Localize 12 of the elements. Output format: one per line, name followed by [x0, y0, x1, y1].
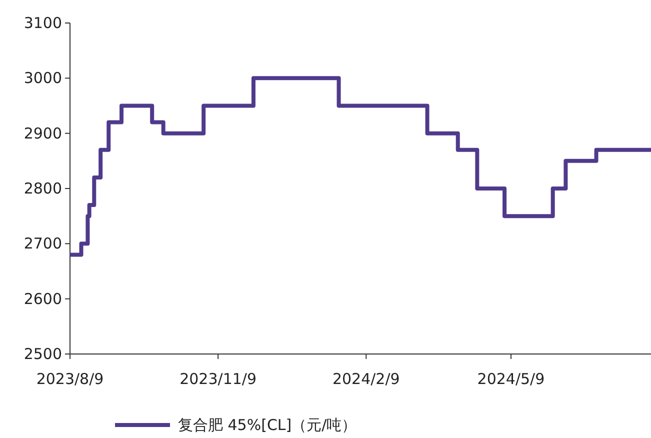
y-tick-label: 3100: [24, 14, 62, 32]
x-tick-label: 2024/5/9: [477, 370, 545, 388]
y-tick-label: 2700: [24, 234, 62, 253]
y-tick-label: 2600: [24, 290, 62, 308]
y-tick-label: 2500: [24, 345, 62, 363]
x-tick-label: 2024/2/9: [332, 370, 400, 388]
legend-label: 复合肥 45%[CL]（元/吨）: [178, 416, 357, 434]
y-tick-label: 2800: [24, 180, 62, 198]
x-tick-label: 2023/11/9: [180, 370, 257, 388]
y-tick-label: 3000: [24, 69, 62, 88]
y-tick-label: 2900: [24, 124, 62, 142]
x-tick-label: 2023/8/9: [36, 370, 104, 388]
